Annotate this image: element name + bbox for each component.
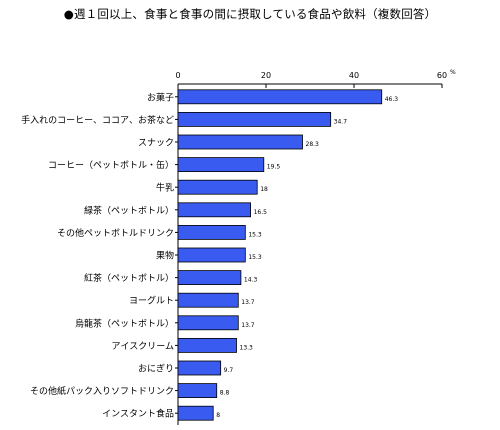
bar (177, 89, 383, 105)
category-label: 紅茶（ペットボトル） (84, 272, 174, 284)
bar (177, 157, 265, 173)
bar (177, 247, 246, 263)
bar-value-label: 28.3 (306, 141, 320, 148)
bar-value-label: 14.3 (244, 277, 258, 284)
bar (177, 292, 239, 308)
x-tick-label: 20 (261, 71, 271, 80)
bar-value-label: 34.7 (334, 118, 348, 125)
bar (177, 202, 251, 218)
bar (177, 405, 214, 421)
x-tick-label: 0 (175, 71, 180, 80)
bar (177, 337, 237, 353)
category-label: 果物 (156, 250, 174, 262)
category-label: アイスクリーム (112, 341, 174, 352)
category-label: 烏龍茶（ペットボトル） (75, 317, 174, 329)
bar-value-label: 15.3 (248, 254, 262, 261)
category-label: コーヒー（ペットボトル・缶） (48, 159, 174, 171)
x-tick-label: 60 (437, 71, 447, 80)
bar-value-label: 19.5 (267, 164, 281, 171)
x-tick-label: 40 (349, 71, 359, 80)
bar (177, 270, 242, 286)
bar (177, 134, 303, 150)
category-label: ヨーグルト (129, 295, 174, 307)
chart-title: ●週１回以上、食事と食事の間に摂取している食品や飲料（複数回答） (63, 7, 437, 21)
axis-group: 0 20 40 60 % お菓子手入れのコーヒー、ココア、お茶などスナックコーヒー（ペット… (21, 69, 456, 425)
bar-value-label: 15.3 (248, 231, 262, 238)
bar-value-label: 13.7 (241, 299, 255, 306)
category-label: その他紙パック入りソフトドリンク (30, 385, 174, 397)
category-label: 牛乳 (156, 182, 174, 194)
bar (177, 179, 258, 195)
bar-value-label: 13.3 (240, 344, 254, 351)
category-label: 緑茶（ペットボトル） (84, 204, 174, 216)
bar (177, 360, 222, 376)
bar (177, 112, 332, 127)
bar-value-label: 18 (260, 186, 268, 193)
bar (177, 315, 239, 331)
category-label: スナック (138, 138, 174, 149)
bar-value-label: 16.5 (254, 209, 268, 216)
bar (177, 224, 246, 240)
category-label: 手入れのコーヒー、ココア、お茶など (21, 114, 174, 126)
category-label: おにぎり (138, 363, 174, 375)
category-label: その他ペットボトルドリンク (57, 227, 174, 239)
category-label: お菓子 (147, 91, 174, 103)
category-label: インスタント食品 (102, 408, 174, 420)
bars-group: 46.3 34.7 28.3 19.5 18 16.5 15.3 15.3 14.3 13.7 13… (177, 89, 399, 421)
x-axis-unit: % (450, 69, 456, 76)
bar-value-label: 46.3 (385, 96, 399, 103)
bar (177, 383, 218, 399)
bar-value-label: 9.7 (224, 367, 234, 374)
bar-value-label: 13.7 (241, 322, 255, 329)
bar-value-label: 8.8 (220, 390, 230, 397)
bar-value-label: 8 (216, 412, 220, 419)
